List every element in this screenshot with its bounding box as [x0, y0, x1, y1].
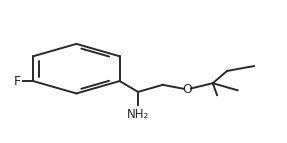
Text: F: F — [14, 75, 21, 88]
Text: NH₂: NH₂ — [127, 108, 149, 121]
Text: O: O — [182, 83, 192, 96]
